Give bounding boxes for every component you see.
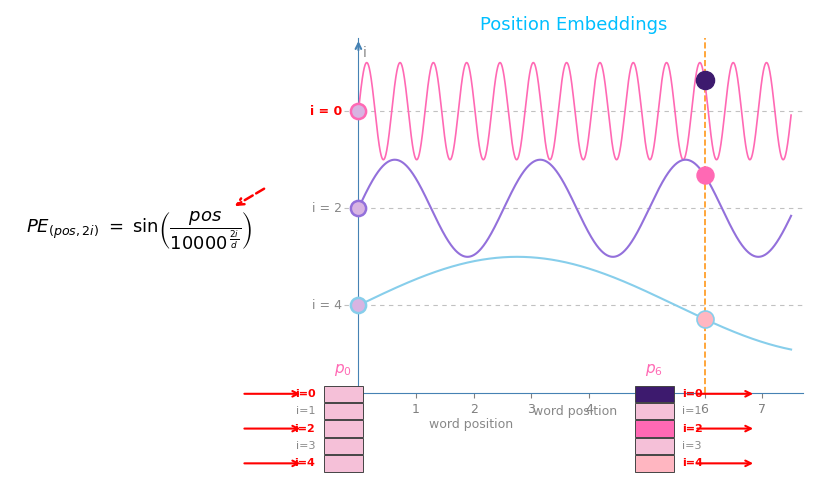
Bar [635, 455, 674, 472]
Text: $p_6$: $p_6$ [645, 362, 663, 378]
Text: i=4: i=4 [682, 458, 703, 468]
Bar [635, 403, 674, 420]
Bar [324, 386, 363, 402]
Text: i=0: i=0 [295, 389, 315, 399]
Bar [324, 420, 363, 437]
Bar [635, 438, 674, 454]
Text: $PE_{(pos,2i)}\ =\ \sin\!\left(\dfrac{pos}{10000^{\,\frac{2i}{d}}}\right)$: $PE_{(pos,2i)}\ =\ \sin\!\left(\dfrac{po… [25, 209, 252, 252]
Bar [635, 420, 674, 437]
Point [698, 171, 711, 179]
Bar [324, 438, 363, 454]
Point [698, 76, 711, 84]
Text: i = 0: i = 0 [310, 104, 342, 118]
Text: i = 2: i = 2 [312, 202, 342, 215]
Text: i = 4: i = 4 [312, 299, 342, 312]
Title: Position Embeddings: Position Embeddings [480, 16, 667, 34]
Text: word position: word position [532, 405, 617, 418]
Point [352, 302, 365, 309]
Point [352, 107, 365, 115]
Text: i: i [363, 46, 367, 59]
Text: i=2: i=2 [682, 423, 703, 433]
Bar [324, 455, 363, 472]
Bar [635, 386, 674, 402]
Text: $p_0$: $p_0$ [334, 362, 352, 378]
Text: i=3: i=3 [296, 441, 315, 451]
Text: i=2: i=2 [295, 423, 315, 433]
Text: i=4: i=4 [295, 458, 315, 468]
Point [698, 315, 711, 323]
Point [352, 205, 365, 212]
Text: word position: word position [429, 418, 513, 431]
Bar [324, 403, 363, 420]
Text: i=0: i=0 [682, 389, 703, 399]
Text: i=3: i=3 [682, 441, 702, 451]
Text: i=1: i=1 [296, 406, 315, 416]
Text: i=1: i=1 [682, 406, 702, 416]
